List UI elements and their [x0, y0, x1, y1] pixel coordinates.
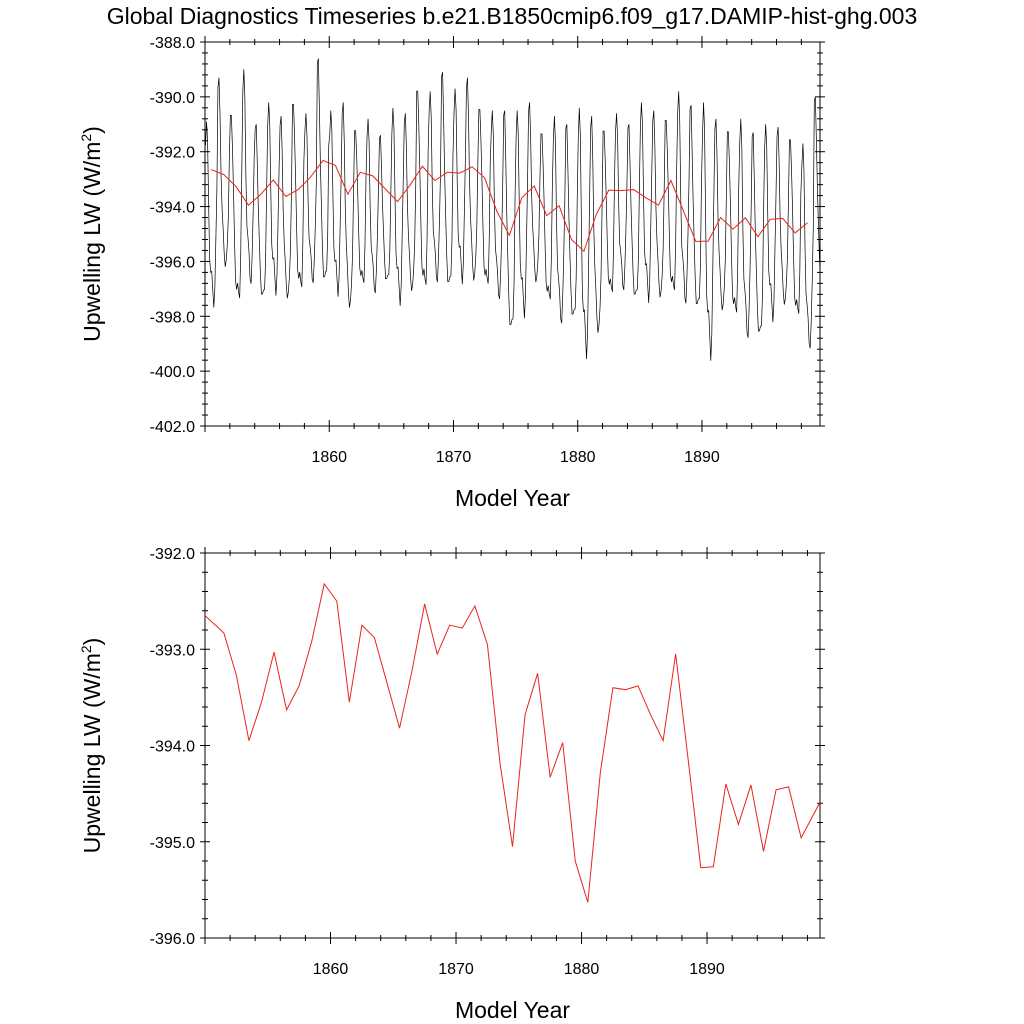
- y-axis-label: Upwelling LW (W/m2): [78, 126, 105, 342]
- y-axis-label-close: ): [79, 126, 105, 134]
- y-tick-label: -394.0: [150, 739, 195, 756]
- y-tick-label: -398.0: [150, 309, 195, 326]
- x-tick-label: 1880: [560, 449, 596, 466]
- y-tick-label: -396.0: [150, 254, 195, 271]
- y-axis-label-text: Upwelling LW (W/m: [79, 653, 105, 853]
- y-axis-label-text: Upwelling LW (W/m: [79, 142, 105, 342]
- bottom-panel: -396.0 -395.0 -394.0 -393.0 -392.0 1860 1870 18…: [78, 546, 825, 1023]
- y-tick-label: -395.0: [150, 835, 195, 852]
- y-tick-label: -392.0: [150, 546, 195, 563]
- plot-frame: [204, 41, 821, 427]
- annual-mean-series-line: [211, 159, 808, 253]
- y-axis-label-superscript: 2: [78, 645, 94, 653]
- y-tick-label: -400.0: [150, 364, 195, 381]
- figure-title: Global Diagnostics Timeseries b.e21.B185…: [107, 3, 918, 29]
- y-axis-label: Upwelling LW (W/m2): [78, 638, 105, 854]
- y-tick-label: -388.0: [150, 35, 195, 52]
- x-axis-label: Model Year: [455, 997, 570, 1023]
- y-tick-label: -396.0: [150, 931, 195, 948]
- y-tick-label: -394.0: [150, 200, 195, 217]
- y-axis-label-close: ): [79, 638, 105, 646]
- x-axis-label: Model Year: [455, 485, 570, 511]
- x-tick-label: 1870: [436, 449, 472, 466]
- plot-frame: [204, 552, 821, 939]
- y-axis-label-superscript: 2: [78, 134, 94, 142]
- x-tick-label: 1890: [684, 449, 720, 466]
- annual-mean-series-line: [205, 582, 820, 903]
- top-panel: -402.0 -400.0 -398.0 -396.0 -394.0 -392.0 -390…: [78, 35, 825, 511]
- y-tick-label: -392.0: [150, 145, 195, 162]
- y-tick-label: -390.0: [150, 90, 195, 107]
- monthly-series-line: [205, 58, 820, 361]
- x-tick-label: 1860: [311, 449, 347, 466]
- y-tick-label: -402.0: [150, 419, 195, 436]
- x-tick-label: 1890: [689, 961, 725, 978]
- x-tick-label: 1860: [313, 961, 349, 978]
- x-tick-label: 1880: [564, 961, 600, 978]
- y-tick-label: -393.0: [150, 642, 195, 659]
- x-tick-label: 1870: [438, 961, 474, 978]
